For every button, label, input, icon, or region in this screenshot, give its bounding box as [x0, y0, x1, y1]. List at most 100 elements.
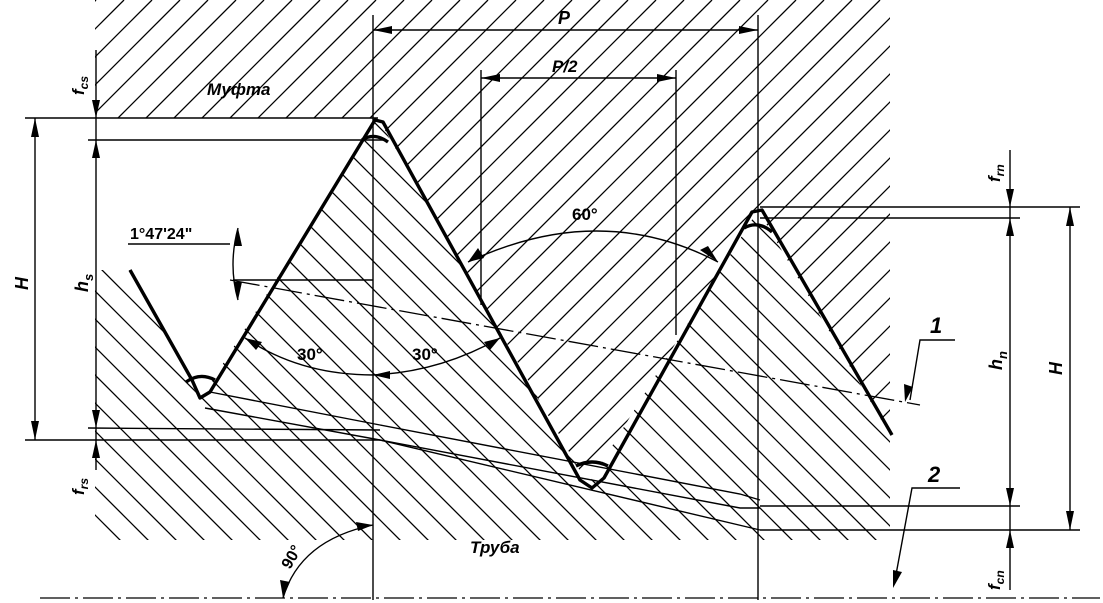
boundary-lines: [25, 117, 1080, 531]
pitch-dimension: [373, 26, 758, 82]
hatch-line: [503, 118, 890, 540]
label-f-rn-main: f: [985, 174, 1004, 182]
hatch-line: [95, 118, 209, 540]
hatch-line: [95, 118, 573, 540]
hatch-line: [95, 0, 265, 485]
hatch-line: [1092, 0, 1103, 600]
hatch-line: [0, 0, 12, 600]
label-f-cs-main: f: [69, 87, 88, 95]
hatch-line: [95, 0, 125, 485]
label-taper-angle: 1°47'24": [130, 226, 192, 243]
label-f-rs-main: f: [69, 487, 88, 495]
callout-2: 2: [927, 462, 941, 487]
hatch-line: [755, 118, 890, 540]
hatch-line: [95, 0, 293, 485]
hatch-line: [95, 118, 629, 540]
hatch-line: [0, 0, 40, 600]
label-coupling-height: hs: [72, 274, 96, 292]
hatch-line: [867, 118, 890, 540]
hatch-line: [924, 0, 1103, 600]
hatch-line: [419, 118, 890, 540]
label-coupling: Муфта: [207, 80, 270, 99]
hatch-line: [896, 0, 1103, 600]
hatch-line: [95, 118, 321, 540]
hatch-line: [867, 0, 890, 485]
label-f-rn: frn: [985, 164, 1007, 182]
callout-leaders: [893, 339, 960, 588]
label-f-cn: fcn: [985, 570, 1007, 590]
label-half-pitch: P/2: [552, 57, 578, 76]
hatch-line: [0, 0, 12, 600]
hatch-line: [531, 0, 890, 485]
hatch-line: [95, 118, 685, 540]
hatch-line: [111, 118, 713, 540]
hatch-line: [95, 0, 209, 485]
hatch-line: [95, 118, 601, 540]
hatch-line: [980, 0, 1103, 600]
label-angle-30-left: 30°: [297, 345, 323, 364]
hatch-line: [839, 118, 890, 540]
left-height-dimensions: [31, 50, 100, 470]
hatch-line: [475, 118, 890, 540]
label-f-cs-sub: cs: [77, 76, 91, 90]
label-f-rs: frs: [69, 478, 91, 495]
hatch-line: [952, 0, 1103, 600]
label-f-cn-sub: cn: [993, 570, 1007, 584]
hatch-line: [279, 0, 881, 485]
label-angle-60: 60°: [572, 205, 598, 224]
hatch-line: [1092, 0, 1103, 600]
label-pipe: Труба: [470, 538, 520, 557]
vertical-reference-lines: [372, 15, 759, 600]
hatch-line: [95, 118, 237, 540]
label-pipe-height-main: h: [986, 359, 1006, 370]
label-thread-height-left: H: [12, 276, 32, 290]
hatch-line: [839, 0, 890, 485]
angle-arcs: [128, 227, 719, 599]
label-f-rn-sub: rn: [993, 164, 1007, 176]
label-f-rs-sub: rs: [77, 478, 91, 490]
hatch-line: [335, 0, 890, 485]
hatch-line: [699, 118, 890, 540]
hatch-line: [95, 118, 125, 540]
hatch-line: [924, 0, 1103, 600]
hatch-line: [727, 118, 890, 540]
hatch-line: [447, 118, 890, 540]
hatch-line: [95, 118, 293, 540]
hatch-line: [391, 0, 890, 485]
label-angle-30-right: 30°: [412, 345, 438, 364]
hatch-line: [95, 118, 405, 540]
hatch-line: [811, 0, 890, 485]
hatch-line: [0, 0, 68, 600]
right-height-dimensions: [1006, 150, 1074, 590]
hatch-line: [95, 0, 321, 485]
hatch-line: [95, 118, 657, 540]
hatch-line: [139, 118, 741, 540]
hatch-line: [195, 0, 797, 485]
hatch-line: [95, 118, 433, 540]
hatch-line: [223, 0, 825, 485]
label-f-cn-main: f: [985, 582, 1004, 590]
hatch-line: [95, 118, 265, 540]
hatch-line: [95, 0, 349, 485]
hatch-line: [952, 0, 1103, 600]
label-coupling-height-main: h: [72, 281, 92, 292]
label-pitch: P: [558, 8, 571, 28]
hatch-line: [363, 0, 890, 485]
hatch-line: [559, 0, 890, 485]
hatch-line: [251, 0, 853, 485]
hatch-line: [755, 0, 890, 485]
label-f-cs: fcs: [69, 76, 91, 95]
hatch-line: [896, 0, 1103, 600]
label-angle-90: 90°: [279, 543, 306, 572]
text-labels: Муфта Труба P P/2 H H hs hn fcs frs frn …: [12, 8, 1066, 590]
hatch-line: [811, 118, 890, 540]
hatch-line: [699, 0, 890, 485]
hatch-line: [95, 118, 377, 540]
hatch-line: [95, 118, 349, 540]
label-coupling-height-sub: s: [81, 274, 96, 281]
hatch-line: [1008, 0, 1103, 600]
label-pipe-height-sub: n: [995, 351, 1010, 359]
hatch-line: [1008, 0, 1103, 600]
